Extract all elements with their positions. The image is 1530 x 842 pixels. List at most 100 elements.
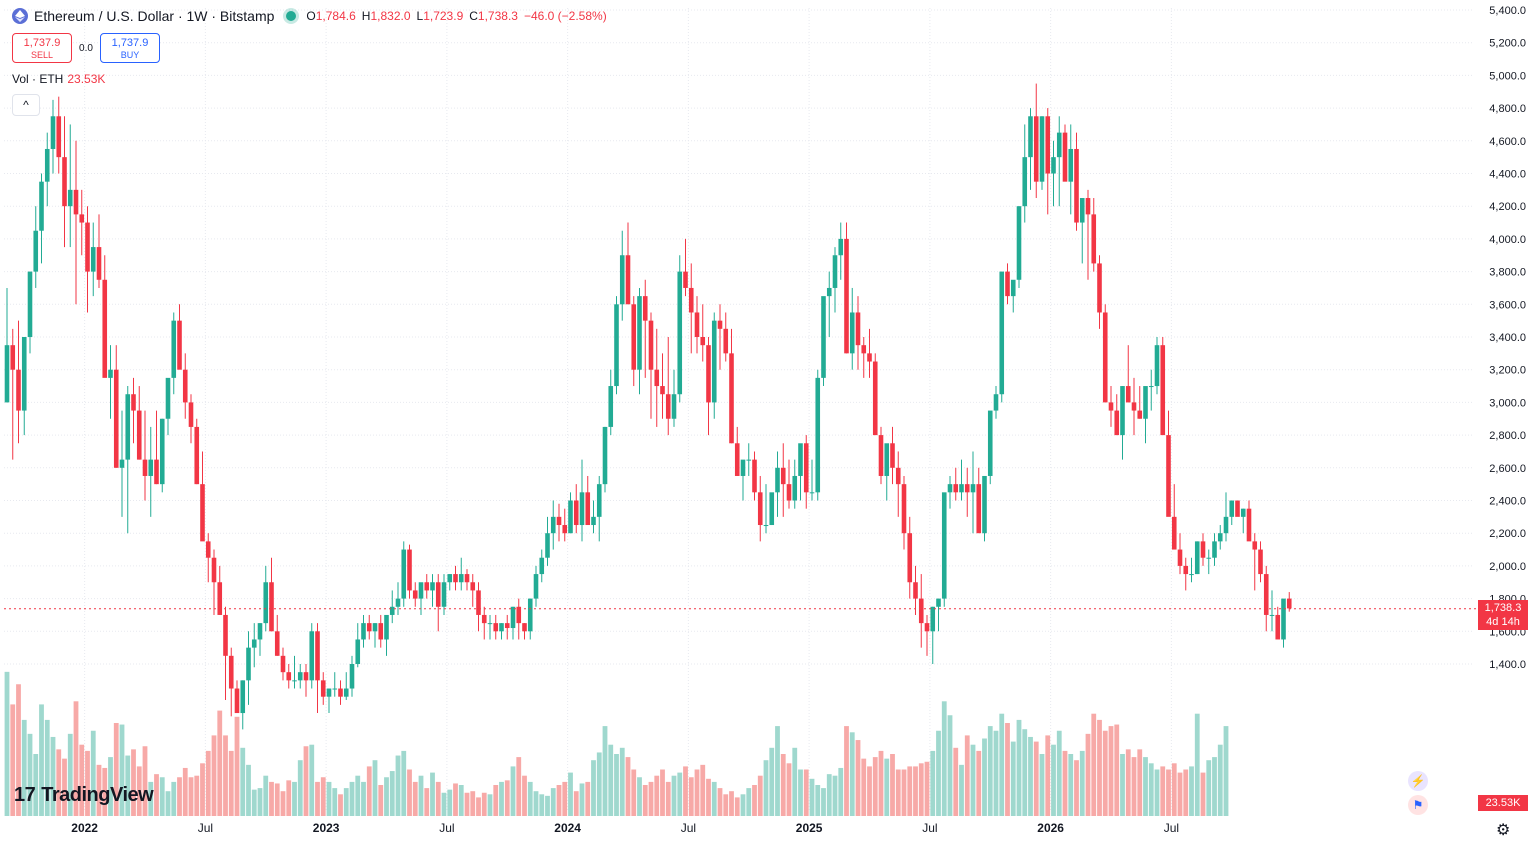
candle <box>223 606 228 700</box>
candle-body <box>648 320 654 370</box>
candle-body <box>211 557 217 583</box>
candle <box>700 304 706 362</box>
volume-bar <box>729 791 734 816</box>
sell-price: 1,737.9 <box>23 37 61 49</box>
candle <box>1056 116 1062 207</box>
flash-icon[interactable]: ⚡ <box>1408 771 1428 791</box>
candle-body <box>602 426 608 485</box>
candle-body <box>332 688 338 690</box>
candle <box>131 377 136 444</box>
candle-body <box>257 623 263 640</box>
candle <box>780 443 786 517</box>
candle <box>1263 565 1269 632</box>
candle-body <box>844 238 849 354</box>
volume-bar <box>1189 766 1194 816</box>
us-flag-icon[interactable]: ⚑ <box>1408 795 1428 815</box>
candle <box>424 574 430 599</box>
candle <box>1229 500 1235 526</box>
candle <box>556 503 562 542</box>
volume-bar <box>993 730 999 816</box>
candle-body <box>292 680 297 682</box>
candle <box>407 544 412 599</box>
volume-bar <box>1154 769 1160 816</box>
sell-button[interactable]: 1,737.9 SELL <box>12 33 72 63</box>
candle <box>338 680 343 705</box>
candle-body <box>614 304 619 387</box>
volume-bar <box>418 775 424 816</box>
candle-body <box>424 582 430 591</box>
candle <box>200 451 205 542</box>
volume-bar <box>723 794 729 816</box>
spread-value: 0.0 <box>79 42 93 54</box>
candle <box>660 353 665 419</box>
candle-body <box>194 426 200 485</box>
gear-icon[interactable]: ⚙ <box>1496 822 1511 839</box>
candle-body <box>355 639 361 664</box>
volume-bar <box>1005 723 1010 816</box>
buy-button[interactable]: 1,737.9 BUY <box>100 33 160 63</box>
volume-bar <box>642 785 648 816</box>
candle <box>792 459 798 509</box>
candle-body <box>907 533 913 583</box>
volume-bar <box>487 794 493 816</box>
buy-price: 1,737.9 <box>111 37 149 49</box>
candle-body <box>171 320 177 378</box>
candle-body <box>1137 410 1143 419</box>
candle <box>1102 304 1108 403</box>
symbol-title[interactable]: Ethereum / U.S. Dollar · 1W · Bitstamp <box>34 8 275 24</box>
open-key: O <box>306 9 316 23</box>
candle-body <box>297 672 303 681</box>
open-value: 1,784.6 <box>315 9 356 23</box>
candle <box>527 598 533 640</box>
candle <box>602 426 608 493</box>
volume-legend-label: Vol · ETH <box>12 72 64 86</box>
candle <box>608 369 614 436</box>
candle-body <box>711 320 717 403</box>
candle-body <box>1154 345 1160 387</box>
candle <box>315 623 320 714</box>
collapse-legend-button[interactable]: ^ <box>12 94 40 116</box>
volume-bar <box>366 766 372 816</box>
volume-bar <box>1022 729 1028 816</box>
candle <box>79 189 85 256</box>
candle <box>901 475 907 550</box>
candle <box>895 451 901 517</box>
volume-bar <box>361 781 366 816</box>
volume-bar <box>734 797 740 816</box>
candle-body <box>550 516 556 534</box>
volume-bar <box>355 775 361 816</box>
candle-body <box>441 582 447 607</box>
candle-body <box>821 296 826 378</box>
candle <box>366 614 372 640</box>
volume-bar <box>240 747 246 816</box>
volume-bar <box>4 671 10 816</box>
volume-legend[interactable]: Vol · ETH 23.53K <box>12 72 105 86</box>
candle-body <box>228 655 234 689</box>
volume-bar <box>1212 757 1217 816</box>
candle <box>1171 484 1177 550</box>
x-tick-label: 2024 <box>554 821 581 835</box>
candle <box>401 541 407 607</box>
volume-bar <box>165 791 171 816</box>
candle-body <box>1114 410 1120 436</box>
candle <box>516 598 522 640</box>
volume-bar <box>200 763 205 816</box>
candle-body <box>1200 541 1206 558</box>
volume-bar <box>188 777 194 816</box>
volume-bar <box>499 781 504 816</box>
candle-body <box>470 582 476 591</box>
candle-body <box>113 369 119 468</box>
candle-body <box>125 394 131 460</box>
volume-bar <box>303 746 309 816</box>
x-tick-label: Jul <box>922 821 937 835</box>
candle <box>1114 394 1120 436</box>
candle <box>1166 410 1171 517</box>
volume-bar <box>1143 757 1148 816</box>
candle <box>665 337 671 436</box>
candle <box>671 369 677 427</box>
candle-body <box>585 492 591 526</box>
volume-bar <box>407 769 412 816</box>
candle <box>320 672 326 705</box>
volume-bar <box>1039 754 1045 816</box>
